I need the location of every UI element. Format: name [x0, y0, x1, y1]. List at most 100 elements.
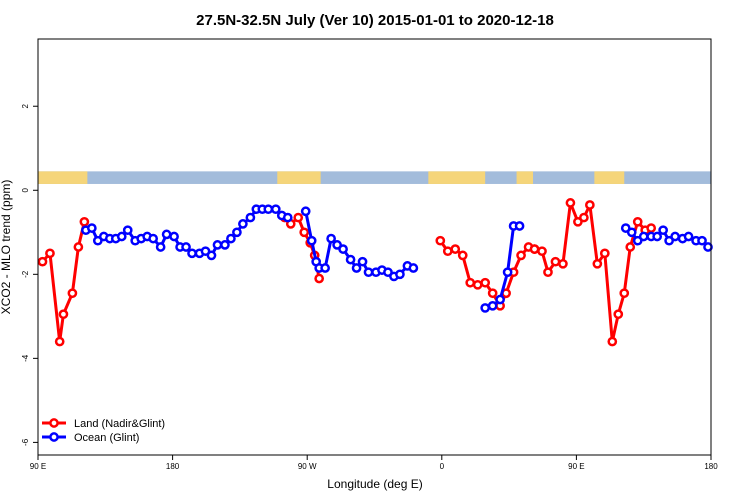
- legend-marker: [49, 432, 59, 442]
- data-point: [529, 244, 540, 254]
- data-point: [79, 216, 90, 227]
- data-point: [646, 223, 657, 233]
- land-band: [428, 171, 486, 184]
- data-point: [67, 288, 78, 299]
- data-point: [351, 263, 362, 273]
- data-point: [395, 269, 405, 280]
- data-point: [263, 204, 274, 215]
- data-point: [282, 212, 293, 223]
- x-tick-label: 180: [166, 462, 180, 471]
- x-tick-label: 90 W: [298, 462, 317, 471]
- data-point: [435, 235, 446, 246]
- data-point: [338, 244, 348, 254]
- data-point: [293, 212, 304, 223]
- data-point: [181, 242, 191, 252]
- y-tick-label: -4: [21, 354, 30, 362]
- y-tick-label: -2: [21, 270, 30, 278]
- y-axis: 2 0 -2 -4 -6: [21, 103, 38, 446]
- y-axis-label: XCO2 - MLO trend (ppm): [0, 180, 13, 315]
- data-point: [58, 309, 69, 320]
- data-point: [472, 279, 483, 290]
- data-point: [54, 336, 65, 347]
- land-band: [594, 171, 625, 184]
- data-point: [357, 256, 368, 267]
- series-land-nadir-glint-: [37, 198, 657, 347]
- data-point: [585, 200, 595, 210]
- data-point: [300, 206, 311, 217]
- x-tick-label: 90 E: [568, 462, 584, 471]
- data-point: [314, 273, 325, 284]
- data-point: [626, 227, 637, 238]
- data-point: [592, 258, 603, 269]
- data-point: [658, 225, 668, 236]
- data-point: [408, 263, 419, 273]
- series-ocean-glint-: [81, 204, 713, 313]
- y-tick-label: 2: [21, 103, 30, 108]
- data-point: [37, 256, 48, 267]
- x-tick-label: 90 E: [30, 462, 46, 471]
- data-point: [619, 288, 630, 299]
- data-point: [320, 263, 330, 273]
- data-point: [683, 231, 694, 242]
- data-point: [487, 300, 498, 311]
- data-point: [579, 212, 589, 223]
- data-point: [670, 231, 680, 242]
- data-point: [480, 303, 491, 313]
- data-point: [465, 277, 476, 288]
- data-point: [613, 309, 624, 320]
- data-point: [148, 233, 159, 244]
- ocean-band: [38, 171, 711, 184]
- data-point: [169, 231, 179, 242]
- y-tick-label: -6: [21, 438, 30, 446]
- data-point: [502, 267, 513, 278]
- plot-frame: [37, 38, 712, 456]
- data-point: [155, 242, 166, 252]
- data-point: [220, 240, 230, 250]
- data-point: [514, 221, 525, 231]
- data-point: [558, 258, 568, 269]
- data-point: [245, 212, 256, 223]
- data-point: [632, 216, 643, 227]
- series-layer: [37, 198, 713, 347]
- data-point: [487, 288, 498, 299]
- data-point: [86, 223, 97, 233]
- data-point: [703, 242, 713, 252]
- legend-label: Land (Nadir&Glint): [74, 418, 165, 430]
- x-tick-label: 0: [440, 462, 445, 471]
- x-axis-label: Longitude (deg E): [327, 477, 422, 491]
- data-point: [550, 256, 561, 267]
- data-point: [238, 219, 248, 229]
- data-point: [187, 248, 197, 259]
- data-point: [457, 250, 468, 261]
- land-band: [38, 171, 88, 184]
- land-band: [277, 171, 321, 184]
- data-point: [625, 242, 636, 252]
- data-point: [480, 277, 491, 288]
- data-point: [652, 231, 663, 242]
- x-tick-label: 180: [704, 462, 718, 471]
- data-point: [697, 235, 707, 246]
- data-point: [450, 244, 461, 254]
- land-band: [516, 171, 534, 184]
- data-point: [638, 231, 649, 242]
- data-point: [299, 227, 310, 238]
- data-point: [270, 204, 281, 215]
- data-point: [537, 246, 547, 257]
- data-point: [206, 250, 217, 261]
- legend-marker: [49, 418, 59, 428]
- data-point: [116, 231, 127, 242]
- data-point: [607, 336, 618, 347]
- y-tick-label: 0: [21, 187, 30, 192]
- data-point: [363, 267, 374, 278]
- data-point: [73, 242, 84, 252]
- x-axis: 90 E 180 90 W 0 90 E 180: [30, 455, 718, 471]
- data-point: [212, 240, 223, 250]
- data-point: [495, 294, 505, 305]
- data-point: [599, 248, 610, 259]
- chart-title: 27.5N-32.5N July (Ver 10) 2015-01-01 to …: [196, 12, 554, 29]
- data-point: [543, 267, 553, 278]
- data-point: [442, 246, 453, 257]
- data-point: [306, 235, 317, 246]
